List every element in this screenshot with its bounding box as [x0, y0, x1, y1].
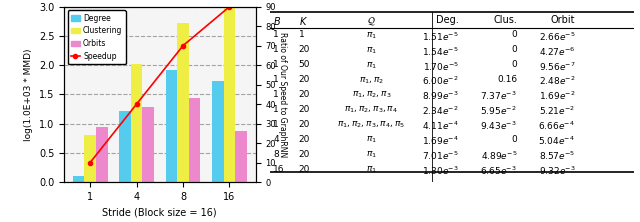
- Bar: [131, 64, 142, 182]
- Text: 1: 1: [273, 60, 279, 69]
- Text: ${\pi_1}$: ${\pi_1}$: [366, 45, 377, 56]
- Text: $7.37e^{-3}$: $7.37e^{-3}$: [481, 90, 517, 102]
- Bar: [224, 0, 236, 182]
- Text: 20: 20: [299, 150, 310, 159]
- Text: $8.99e^{-3}$: $8.99e^{-3}$: [422, 90, 459, 102]
- Line: Speedup: Speedup: [88, 5, 232, 165]
- Text: $K$: $K$: [299, 16, 308, 28]
- Text: 20: 20: [299, 75, 310, 84]
- Text: 1: 1: [273, 30, 279, 39]
- Text: 8: 8: [273, 150, 279, 159]
- Bar: [96, 127, 108, 182]
- Text: $6.00e^{-2}$: $6.00e^{-2}$: [422, 75, 459, 87]
- Text: $4.11e^{-4}$: $4.11e^{-4}$: [422, 120, 459, 132]
- Legend: Degree, Clustering, Orbits, Speedup: Degree, Clustering, Orbits, Speedup: [68, 10, 125, 64]
- Text: ${\pi_1, \pi_2, \pi_3}$: ${\pi_1, \pi_2, \pi_3}$: [352, 90, 391, 101]
- Text: ${\pi_1}$: ${\pi_1}$: [366, 30, 377, 41]
- Text: $2.48e^{-2}$: $2.48e^{-2}$: [539, 75, 575, 87]
- Text: ${\pi_1, \pi_2, \pi_3, \pi_4}$: ${\pi_1, \pi_2, \pi_3, \pi_4}$: [344, 105, 399, 115]
- Text: $8.57e^{-5}$: $8.57e^{-5}$: [540, 150, 575, 162]
- Text: 20: 20: [299, 105, 310, 114]
- Text: 20: 20: [299, 165, 310, 174]
- Text: $2.34e^{-2}$: $2.34e^{-2}$: [422, 105, 459, 117]
- Text: 20: 20: [299, 120, 310, 129]
- Text: ${\pi_1}$: ${\pi_1}$: [366, 165, 377, 175]
- Text: 50: 50: [299, 60, 310, 69]
- Speedup: [132, 103, 140, 105]
- Text: 0: 0: [511, 30, 517, 39]
- Text: ${\pi_1, \pi_2, \pi_3, \pi_4, \pi_5}$: ${\pi_1, \pi_2, \pi_3, \pi_4, \pi_5}$: [337, 120, 406, 130]
- Bar: [212, 81, 224, 182]
- Bar: [119, 111, 131, 182]
- Speedup: [179, 44, 187, 47]
- Text: 1: 1: [273, 90, 279, 99]
- Text: $5.95e^{-2}$: $5.95e^{-2}$: [481, 105, 517, 117]
- Text: 1: 1: [273, 75, 279, 84]
- Text: $9.43e^{-3}$: $9.43e^{-3}$: [481, 120, 517, 132]
- Text: $9.32e^{-3}$: $9.32e^{-3}$: [539, 165, 575, 177]
- Text: $2.66e^{-5}$: $2.66e^{-5}$: [539, 30, 575, 43]
- Text: ${\pi_1}$: ${\pi_1}$: [366, 150, 377, 160]
- Text: $1.30e^{-3}$: $1.30e^{-3}$: [422, 165, 459, 177]
- Bar: [236, 131, 247, 182]
- Text: $1.54e^{-5}$: $1.54e^{-5}$: [422, 45, 459, 58]
- Text: $1.70e^{-5}$: $1.70e^{-5}$: [423, 60, 459, 73]
- Text: ${\pi_1}$: ${\pi_1}$: [366, 135, 377, 145]
- Text: 0: 0: [511, 45, 517, 54]
- Text: 20: 20: [299, 45, 310, 54]
- Text: $1.69e^{-4}$: $1.69e^{-4}$: [422, 135, 459, 147]
- Speedup: [86, 161, 94, 164]
- Bar: [177, 23, 189, 182]
- Text: 20: 20: [299, 135, 310, 144]
- Text: 0.16: 0.16: [497, 75, 517, 84]
- Text: 1: 1: [273, 45, 279, 54]
- Text: $\mathcal{Q}$: $\mathcal{Q}$: [367, 16, 376, 27]
- Text: $5.04e^{-4}$: $5.04e^{-4}$: [538, 135, 575, 147]
- Text: 20: 20: [299, 90, 310, 99]
- Text: $7.01e^{-5}$: $7.01e^{-5}$: [422, 150, 459, 162]
- Text: ${\pi_1, \pi_2}$: ${\pi_1, \pi_2}$: [359, 75, 384, 85]
- Text: 4: 4: [273, 135, 279, 144]
- Text: 16: 16: [273, 165, 285, 174]
- Bar: [73, 176, 84, 182]
- Y-axis label: log(1.0E+03 * MMD): log(1.0E+03 * MMD): [24, 48, 33, 141]
- Text: Clus.: Clus.: [493, 16, 517, 26]
- Bar: [84, 135, 96, 182]
- Text: $9.56e^{-7}$: $9.56e^{-7}$: [539, 60, 575, 73]
- Text: ${\pi_1}$: ${\pi_1}$: [366, 60, 377, 71]
- Text: $B$: $B$: [273, 16, 281, 28]
- Text: $6.66e^{-4}$: $6.66e^{-4}$: [538, 120, 575, 132]
- Text: 1: 1: [273, 105, 279, 114]
- Y-axis label: Ratio of Our Speed to GraphRNN: Ratio of Our Speed to GraphRNN: [278, 32, 287, 157]
- Text: 0: 0: [511, 135, 517, 144]
- Text: $5.21e^{-2}$: $5.21e^{-2}$: [539, 105, 575, 117]
- Text: $1.69e^{-2}$: $1.69e^{-2}$: [539, 90, 575, 102]
- Bar: [142, 107, 154, 182]
- Bar: [189, 98, 200, 182]
- Text: $4.27e^{-6}$: $4.27e^{-6}$: [539, 45, 575, 58]
- Bar: [166, 70, 177, 182]
- Speedup: [226, 5, 234, 8]
- Text: Orbit: Orbit: [551, 16, 575, 26]
- Text: $4.89e^{-5}$: $4.89e^{-5}$: [481, 150, 517, 162]
- X-axis label: Stride (Block size = 16): Stride (Block size = 16): [102, 207, 217, 217]
- Text: Deg.: Deg.: [436, 16, 459, 26]
- Text: 1: 1: [273, 120, 279, 129]
- Text: 0: 0: [511, 60, 517, 69]
- Text: $6.65e^{-3}$: $6.65e^{-3}$: [481, 165, 517, 177]
- Text: $1.51e^{-5}$: $1.51e^{-5}$: [422, 30, 459, 43]
- Text: 1: 1: [299, 30, 305, 39]
